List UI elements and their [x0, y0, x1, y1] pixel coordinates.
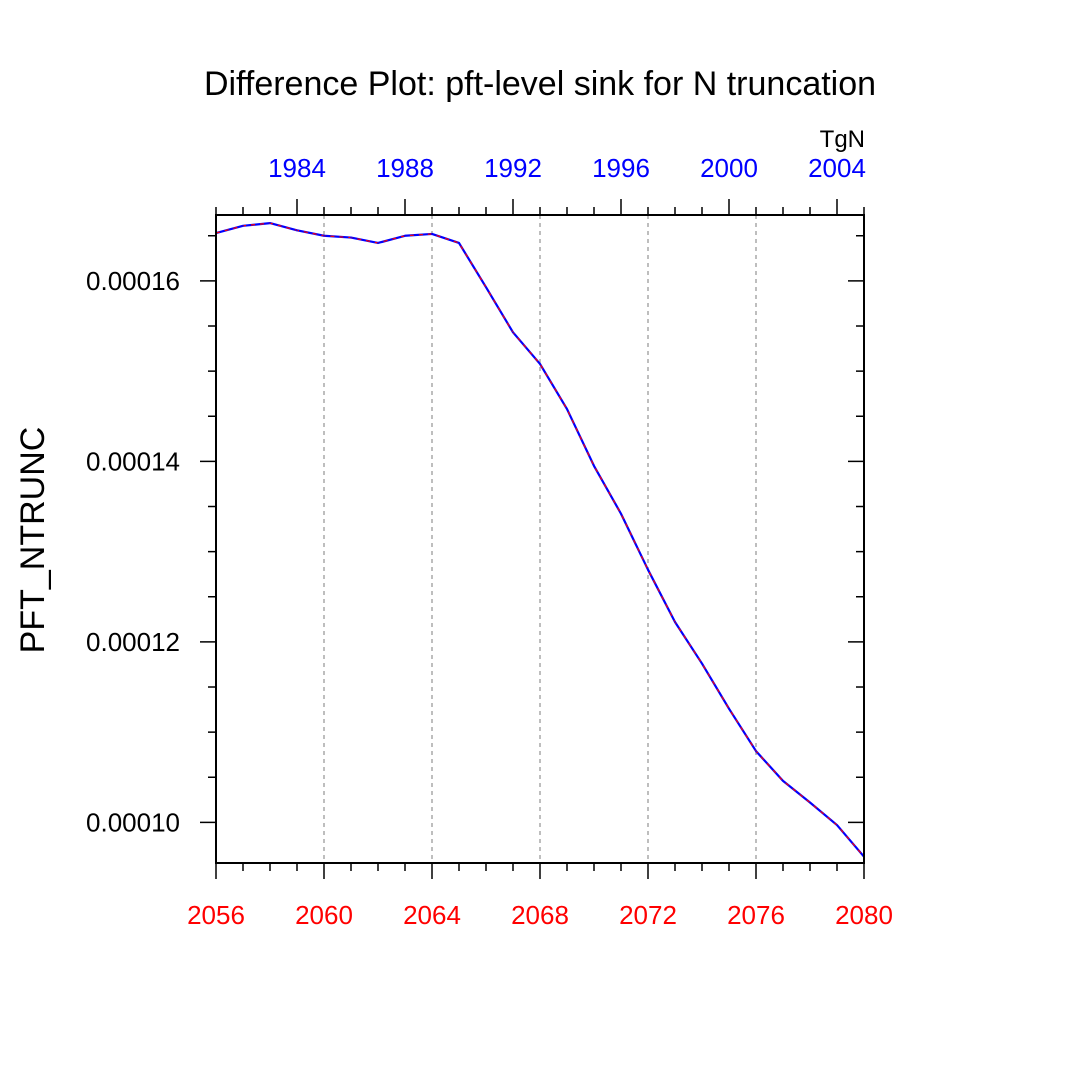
data-point [431, 233, 433, 235]
top-tick-label: 1988 [376, 153, 434, 183]
chart-title: Difference Plot: pft-level sink for N tr… [204, 65, 876, 103]
y-axis-label: PFT_NTRUNC [14, 427, 52, 654]
data-point [377, 242, 379, 244]
tick-labels: 2056 2060 2064 2068 2072 2076 2080 1984 1988 1992… [86, 153, 893, 930]
top-tick-label: 1984 [268, 153, 326, 183]
data-point [566, 408, 568, 410]
data-point [485, 286, 487, 289]
data-point [323, 234, 325, 237]
data-point [539, 363, 541, 365]
data-point [809, 801, 811, 804]
y-tick-label: 0.00012 [86, 627, 180, 657]
x-tick-label: 2080 [835, 900, 893, 930]
data-point [620, 512, 622, 515]
data-point [728, 707, 730, 710]
data-point [701, 662, 703, 665]
data-point [458, 242, 460, 244]
series-layer [215, 222, 865, 858]
data-point [836, 824, 838, 826]
grid-lines [323, 215, 757, 863]
data-point [593, 465, 595, 467]
data-point [782, 780, 784, 782]
axis-ticks [200, 199, 865, 879]
data-point [512, 331, 514, 334]
data-point [404, 234, 406, 237]
units-label: TgN [820, 126, 865, 153]
data-point [242, 225, 244, 227]
data-point [674, 621, 676, 623]
data-point [755, 750, 757, 752]
x-tick-label: 2064 [403, 900, 461, 930]
data-point [296, 229, 298, 232]
plot-frame [215, 214, 865, 864]
x-tick-label: 2056 [187, 900, 245, 930]
y-tick-label: 0.00014 [86, 446, 180, 476]
x-tick-label: 2060 [295, 900, 353, 930]
x-tick-label: 2076 [727, 900, 785, 930]
data-point [350, 236, 352, 239]
data-point [269, 222, 271, 224]
y-tick-label: 0.00016 [86, 266, 180, 296]
y-tick-label: 0.00010 [86, 807, 180, 837]
top-tick-label: 2004 [808, 153, 866, 183]
top-tick-label: 1992 [484, 153, 542, 183]
data-point [647, 568, 649, 571]
x-tick-label: 2068 [511, 900, 569, 930]
top-tick-label: 2000 [700, 153, 758, 183]
x-tick-label: 2072 [619, 900, 677, 930]
top-tick-label: 1996 [592, 153, 650, 183]
